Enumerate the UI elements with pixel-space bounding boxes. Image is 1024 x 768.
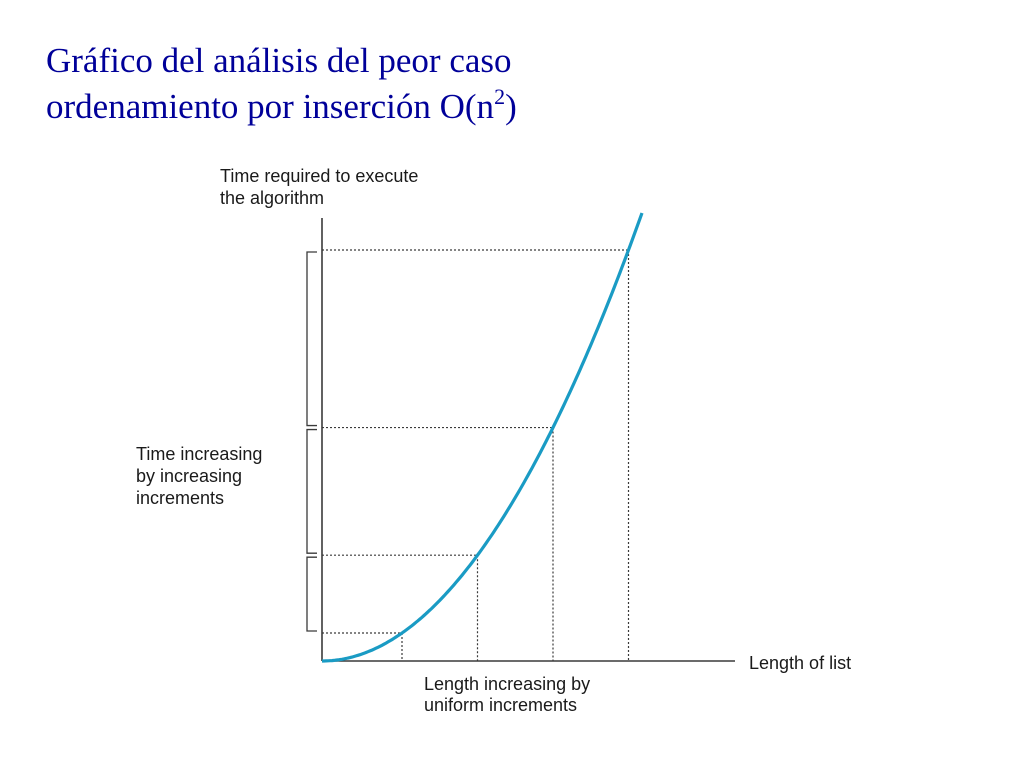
time-increment-bracket bbox=[306, 428, 317, 554]
slide-title: Gráfico del análisis del peor caso orden… bbox=[46, 38, 517, 130]
time-annotation-line-3: increments bbox=[136, 488, 224, 508]
time-annotation-line-1: Time increasing bbox=[136, 444, 262, 464]
title-line-2-text: ordenamiento por inserción O(n bbox=[46, 87, 495, 126]
title-line-1: Gráfico del análisis del peor caso bbox=[46, 41, 512, 80]
x-axis-label: Length of list bbox=[749, 653, 851, 673]
growth-curve bbox=[322, 212, 644, 663]
y-axis-label: Time required to execute the algorithm bbox=[220, 166, 423, 208]
title-line-2: ordenamiento por inserción O(n2) bbox=[46, 84, 517, 130]
dotted-guide-lines bbox=[322, 249, 630, 661]
length-increasing-annotation: Length increasing by uniform increments bbox=[424, 674, 595, 715]
time-increasing-annotation: Time increasing by increasing increments bbox=[136, 444, 267, 508]
title-exponent: 2 bbox=[494, 84, 506, 109]
title-line-2-close: ) bbox=[505, 87, 517, 126]
time-increment-bracket bbox=[306, 251, 317, 427]
time-increment-bracket bbox=[306, 556, 317, 632]
length-annotation-line-2: uniform increments bbox=[424, 695, 577, 715]
time-annotation-line-2: by increasing bbox=[136, 466, 242, 486]
time-increment-brackets bbox=[306, 251, 317, 632]
y-axis-label-line-2: the algorithm bbox=[220, 188, 324, 208]
y-axis-label-line-1: Time required to execute bbox=[220, 166, 418, 186]
length-annotation-line-1: Length increasing by bbox=[424, 674, 590, 694]
